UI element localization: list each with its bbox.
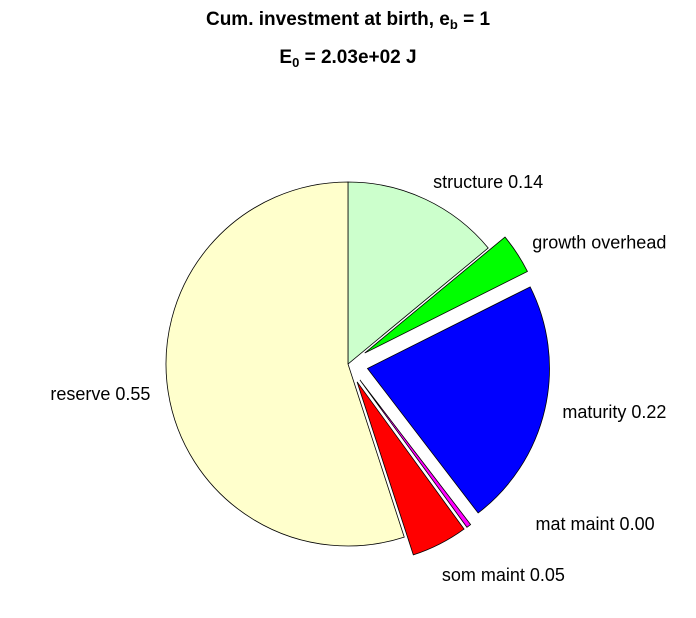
title-subscript: 0: [292, 55, 299, 70]
slice-label: som maint 0.05: [442, 565, 565, 585]
pie-slice: [366, 286, 550, 514]
pie-slice: [165, 181, 405, 547]
slice-label: maturity 0.22: [562, 402, 666, 422]
pie-slice: [359, 379, 472, 528]
title-text: = 2.03e+02 J: [299, 47, 416, 68]
title-subscript: b: [450, 17, 458, 32]
pie-slice: [356, 381, 465, 556]
slice-label: reserve 0.55: [50, 384, 150, 404]
title-text: Cum. investment at birth, e: [206, 9, 450, 30]
slice-label: mat maint 0.00: [536, 514, 655, 534]
slice-label: growth overhead: [532, 233, 666, 253]
chart-subtitle: E0 = 2.03e+02 J: [279, 47, 416, 70]
pie-slice: [364, 236, 528, 354]
title-text: E: [279, 47, 292, 68]
pie-slice: [347, 181, 489, 365]
chart-title: Cum. investment at birth, eb = 1: [206, 9, 490, 32]
slice-label: structure 0.14: [433, 172, 543, 192]
title-text: = 1: [458, 9, 491, 30]
